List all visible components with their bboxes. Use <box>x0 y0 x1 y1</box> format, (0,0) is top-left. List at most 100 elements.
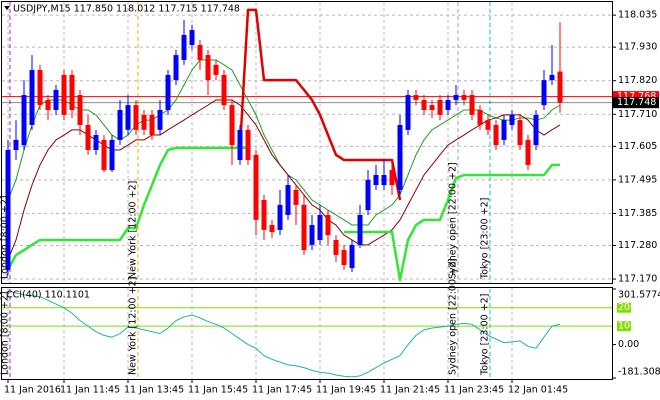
cci-frame <box>1 287 613 380</box>
axis-layer: 118.035 117.930 117.820 117.710 117.605 117.4… <box>0 10 660 396</box>
indicator-line <box>6 146 248 271</box>
session-label: Tokyo [23:00 +2] <box>480 198 491 280</box>
candle-body <box>69 74 75 111</box>
cci-label: CCI(40) 110.1101 <box>6 290 90 301</box>
candle-body <box>325 214 331 236</box>
session-label: Sydney open [22:00 +2] <box>448 162 459 279</box>
candle-body <box>245 129 251 161</box>
candle-body <box>501 120 507 140</box>
candle-body <box>37 70 43 106</box>
candle-body <box>397 124 403 190</box>
title-icon <box>4 6 10 10</box>
price-marker-label: 117.748 <box>617 97 656 108</box>
y-tick-label: 117.605 <box>618 141 657 152</box>
session-label: New York [12:00 +2] <box>128 277 139 375</box>
x-tick-label: 11 Jan 17:45 <box>252 385 312 396</box>
indicator-line <box>344 163 560 282</box>
candle-body <box>493 124 499 146</box>
x-tick-label: 11 Jan 21:45 <box>380 385 440 396</box>
y-tick-label: 117.385 <box>618 208 657 219</box>
session-label: Sydney open [22:00 +2] <box>448 258 459 375</box>
candle-body <box>13 139 19 150</box>
cci-level-label: 100 <box>618 321 636 332</box>
x-tick-label: 11 Jan 13:45 <box>124 385 184 396</box>
candle-body <box>333 239 339 255</box>
candle-body <box>165 74 171 111</box>
cci-y-tick-label: 0.00 <box>618 339 639 350</box>
session-label: London [8:00 +2] <box>0 291 11 375</box>
y-tick-label: 117.710 <box>618 109 657 120</box>
y-tick-label: 117.495 <box>618 174 657 185</box>
candle-body <box>181 34 187 60</box>
candle-body <box>157 110 163 130</box>
cci-y-tick-label: -181.3082 <box>618 367 660 378</box>
candle-body <box>253 154 259 220</box>
candle-body <box>309 225 315 245</box>
candle-body <box>237 129 243 161</box>
candle-body <box>485 120 491 130</box>
candle-body <box>437 99 443 115</box>
candle-body <box>21 95 27 146</box>
candle-body <box>277 204 283 230</box>
x-tick-label: 12 Jan 01:45 <box>508 385 568 396</box>
candle-body <box>45 99 51 111</box>
main-frame <box>1 1 613 284</box>
candle-body <box>477 110 483 125</box>
candle-body <box>189 30 195 46</box>
x-tick-label: 11 Jan 11:45 <box>60 385 120 396</box>
candle-body <box>173 55 179 81</box>
candle-body <box>29 70 35 125</box>
y-tick-label: 117.170 <box>618 274 657 285</box>
candle-body <box>509 114 515 125</box>
candle-body <box>221 74 227 106</box>
candle-body <box>77 95 83 125</box>
candle-body <box>61 74 67 115</box>
main-plot <box>2 8 612 282</box>
candle-body <box>141 114 147 130</box>
candle-body <box>365 179 371 211</box>
candle-body <box>205 55 211 81</box>
cci-line <box>7 290 561 378</box>
candle-body <box>357 214 363 245</box>
cci-level-box <box>617 302 631 313</box>
session-label: New York [12:00 +2] <box>128 181 139 279</box>
x-tick-label: 11 Jan 2016 <box>4 385 61 396</box>
candle-body <box>293 189 299 205</box>
candle-body <box>517 120 523 146</box>
session-label: London [8:00 +2] <box>0 195 11 279</box>
x-tick-label: 11 Jan 23:45 <box>444 385 504 396</box>
x-tick-label: 11 Jan 15:45 <box>188 385 248 396</box>
y-tick-label: 118.035 <box>618 10 657 21</box>
y-tick-label: 117.820 <box>618 75 657 86</box>
candle-body <box>341 250 347 265</box>
candle-body <box>533 114 539 146</box>
indicator-line <box>238 8 402 201</box>
candle-body <box>405 95 411 130</box>
price-marker-box <box>613 97 659 109</box>
candle-body <box>389 170 395 186</box>
candle-body <box>53 89 59 111</box>
candle-body <box>525 139 531 165</box>
candle-body <box>109 139 115 171</box>
candle-body <box>117 110 123 140</box>
indicator-line <box>7 99 561 260</box>
candle-body <box>285 185 291 215</box>
cci-level-box <box>617 321 631 332</box>
candle-body <box>317 214 323 240</box>
session-label: Tokyo [23:00 +2] <box>480 294 491 376</box>
candle-body <box>381 174 387 186</box>
candle-body <box>557 71 563 103</box>
candle-body <box>373 174 379 186</box>
candle-body <box>541 80 547 106</box>
candle-body <box>213 64 219 75</box>
cci-y-tick-label: 301.5774 <box>618 290 660 301</box>
candle-body <box>197 45 203 60</box>
candle-body <box>469 95 475 115</box>
price-marker-label: 117.768 <box>617 91 656 102</box>
candle-body <box>93 135 99 150</box>
y-tick-label: 117.280 <box>618 240 657 251</box>
candle-body <box>229 105 235 146</box>
cci-level-label: 200 <box>618 302 636 313</box>
